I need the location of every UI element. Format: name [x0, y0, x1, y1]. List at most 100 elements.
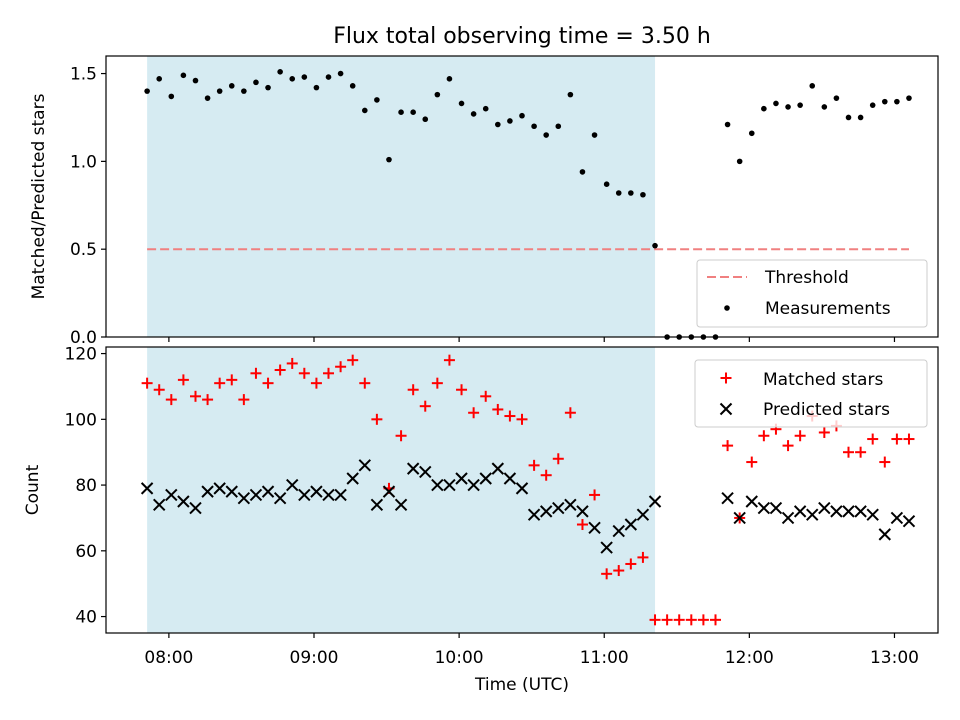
measurement-point	[894, 98, 900, 105]
predicted-star-point	[721, 492, 734, 505]
matched-star-point	[165, 394, 177, 406]
predicted-star-point	[370, 498, 384, 512]
matched-star-point	[891, 433, 903, 445]
measurement-point	[495, 121, 501, 128]
predicted-star-point-b	[902, 515, 916, 528]
x-tick-label: 10:00	[435, 648, 484, 668]
predicted-star-point	[358, 459, 371, 472]
predicted-star-point-b	[358, 459, 371, 472]
predicted-star-point-b	[394, 498, 408, 512]
y-tick-label-top: 1.5	[70, 65, 97, 85]
x-tick-label: 13:00	[870, 648, 919, 668]
predicted-star-point-b	[286, 478, 299, 492]
predicted-star-point	[902, 515, 916, 528]
predicted-star-point-b	[842, 505, 855, 518]
predicted-star-point-b	[443, 478, 456, 492]
legend-top: Threshold Measurements	[696, 259, 928, 328]
predicted-star-point-b	[769, 501, 783, 515]
predicted-star-point-b	[213, 482, 226, 495]
matched-star-point	[867, 433, 879, 445]
measurement-point	[482, 105, 489, 112]
matched-star-point	[685, 614, 697, 626]
predicted-star-point	[165, 488, 178, 502]
predicted-star-point-b	[503, 472, 517, 485]
predicted-star-point-b	[201, 485, 214, 498]
predicted-star-point	[806, 508, 819, 521]
x-axis-label: Time (UTC)	[474, 675, 569, 695]
predicted-star-point	[261, 485, 275, 498]
matched-star-point	[431, 377, 443, 389]
predicted-star-point	[527, 508, 541, 521]
legend-bottom-box	[694, 359, 928, 428]
legend-measurements-symbol	[724, 305, 730, 311]
predicted-star-point-b	[273, 492, 287, 505]
measurement-point	[628, 190, 634, 196]
matched-star-point	[347, 354, 359, 366]
predicted-star-point-b	[346, 472, 359, 485]
matched-star-point	[286, 357, 298, 369]
measurement-point	[422, 116, 429, 123]
predicted-star-point-b	[370, 498, 384, 512]
matched-star-point	[649, 614, 661, 626]
matched-star-point	[359, 377, 371, 389]
matched-star-point	[673, 614, 685, 626]
measurement-point	[241, 88, 247, 94]
measurement-point	[591, 132, 598, 138]
matched-star-point	[407, 384, 419, 396]
predicted-star-point-b	[140, 482, 154, 495]
predicted-star-point-b	[721, 492, 734, 505]
measurement-point	[603, 181, 610, 188]
predicted-star-point	[636, 508, 650, 521]
predicted-star-point	[854, 505, 867, 518]
legend-matched-symbol	[720, 372, 732, 384]
predicted-star-point	[298, 488, 311, 502]
matched-star-point	[697, 614, 709, 626]
x-tick-label: 11:00	[580, 648, 629, 668]
measurement-point	[386, 156, 392, 163]
measurement-point	[833, 95, 840, 101]
matched-star-point	[238, 394, 250, 406]
predicted-star-point	[334, 488, 347, 502]
measurement-point	[446, 76, 453, 82]
matched-star-point	[274, 364, 286, 376]
predicted-star-point-b	[431, 478, 444, 492]
y-tick-label-top: 0.5	[70, 240, 97, 260]
measurement-point	[410, 109, 416, 115]
matched-star-point	[794, 430, 806, 442]
matched-star-point	[456, 384, 468, 396]
predicted-star-point-b	[539, 505, 553, 518]
matched-star-point	[782, 440, 794, 452]
measurement-point	[192, 77, 199, 84]
predicted-star-point	[890, 511, 904, 525]
predicted-star-point	[830, 505, 843, 518]
predicted-star-point-b	[648, 495, 662, 508]
predicted-star-point	[431, 478, 444, 492]
legend-predicted-label: Predicted stars	[763, 400, 890, 420]
predicted-star-point-b	[189, 501, 202, 515]
predicted-star-point	[249, 488, 263, 502]
predicted-star-point	[237, 492, 251, 505]
matched-star-point	[564, 407, 576, 419]
matched-star-point	[709, 614, 721, 626]
predicted-star-point-b	[854, 505, 867, 518]
predicted-star-point	[757, 501, 771, 515]
measurement-point	[640, 191, 646, 198]
predicted-star-point-b	[806, 508, 819, 521]
predicted-star-point-b	[866, 508, 879, 521]
measurement-point	[361, 107, 368, 114]
matched-star-point	[818, 426, 830, 438]
measurement-point	[228, 83, 235, 89]
measurement-point	[265, 84, 271, 91]
predicted-star-point-b	[745, 495, 758, 508]
matched-star-point	[371, 413, 383, 425]
predicted-star-point-b	[298, 488, 311, 502]
measurement-point	[301, 74, 308, 80]
predicted-star-point-b	[588, 521, 601, 535]
legend-predicted-symbol	[719, 402, 733, 416]
matched-star-point	[722, 440, 734, 452]
matched-star-point	[576, 519, 588, 531]
observing-span-shade-top	[147, 56, 656, 337]
predicted-star-point-b	[576, 505, 589, 518]
y-tick-label-bottom: 60	[75, 542, 97, 562]
predicted-star-point-b	[249, 488, 263, 502]
